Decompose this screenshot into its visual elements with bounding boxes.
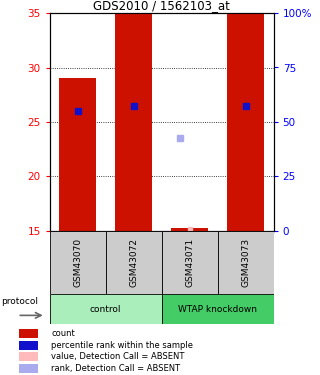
Bar (162, 231, 218, 294)
Text: GSM43072: GSM43072 (129, 238, 138, 287)
Text: GSM43070: GSM43070 (73, 238, 82, 287)
Text: protocol: protocol (1, 297, 38, 306)
Bar (106, 231, 162, 294)
Bar (172, 228, 208, 231)
Bar (19, 352, 38, 362)
Text: value, Detection Call = ABSENT: value, Detection Call = ABSENT (51, 352, 185, 362)
Text: control: control (90, 305, 121, 314)
Bar (19, 364, 38, 373)
Text: GSM43071: GSM43071 (185, 238, 194, 287)
Bar (60, 78, 96, 231)
Title: GDS2010 / 1562103_at: GDS2010 / 1562103_at (93, 0, 230, 12)
Text: WTAP knockdown: WTAP knockdown (178, 305, 257, 314)
Bar (19, 329, 38, 338)
Bar (50, 231, 106, 294)
Bar (19, 340, 38, 350)
Bar (116, 14, 152, 231)
Bar (162, 294, 274, 324)
Text: GSM43073: GSM43073 (241, 238, 250, 287)
Bar (218, 231, 274, 294)
Text: percentile rank within the sample: percentile rank within the sample (51, 341, 193, 350)
Bar (50, 294, 162, 324)
Text: count: count (51, 329, 75, 338)
Text: rank, Detection Call = ABSENT: rank, Detection Call = ABSENT (51, 364, 180, 373)
Bar (228, 14, 264, 231)
